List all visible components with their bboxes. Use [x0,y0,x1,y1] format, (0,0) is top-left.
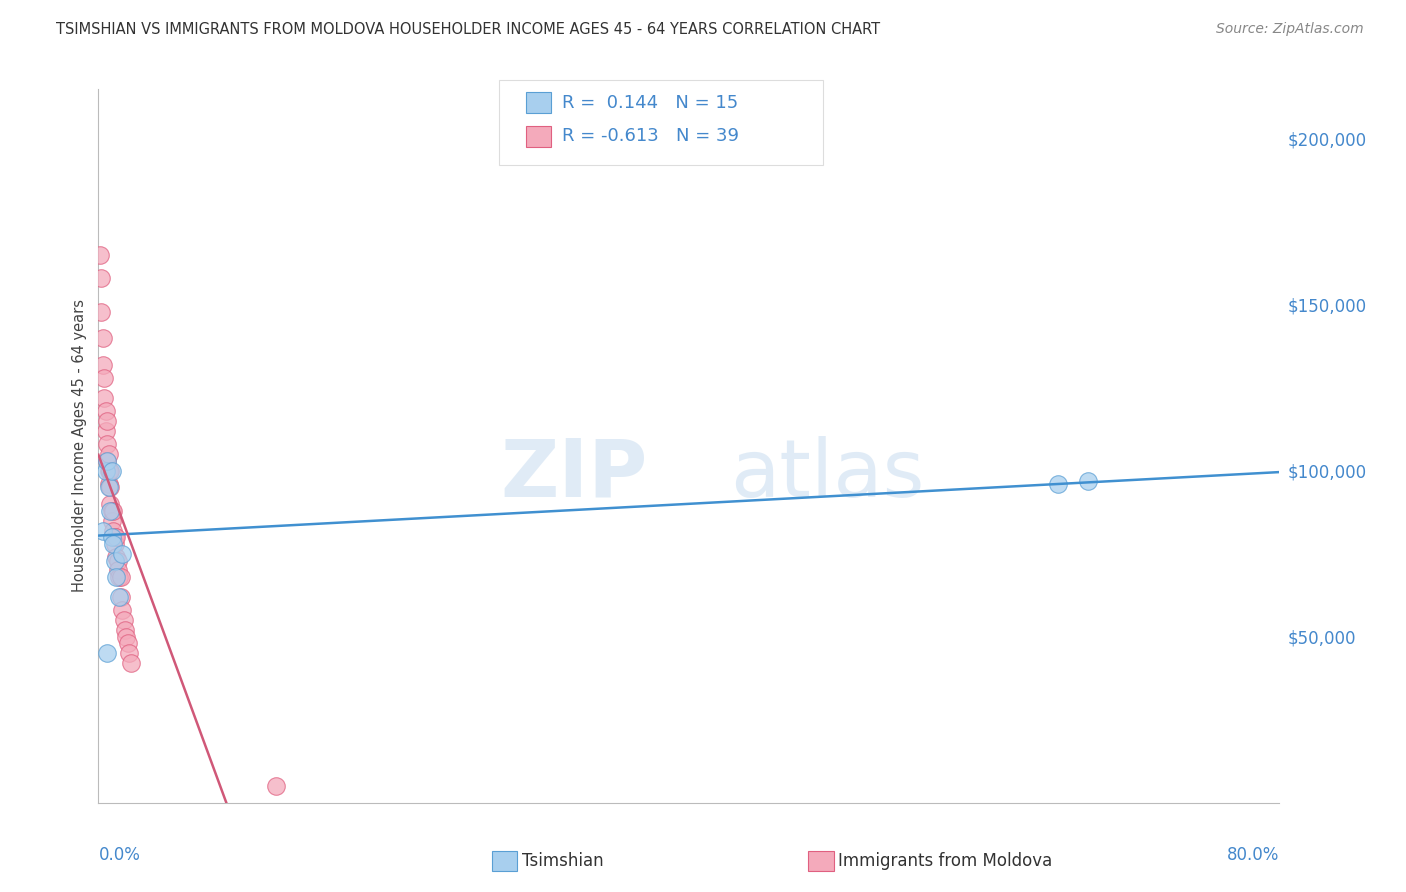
Text: R = -0.613   N = 39: R = -0.613 N = 39 [562,128,740,145]
Point [120,657,142,671]
Point [105,550,128,565]
Point [104,553,127,567]
Point [105,570,128,584]
Point [96,437,118,451]
Text: Immigrants from Moldova: Immigrants from Moldova [838,852,1052,870]
Point [1077,474,1099,488]
Point [97,481,120,495]
Point [96,454,118,468]
Point [111,547,134,561]
Point [98,481,121,495]
Point [91,358,114,372]
Point [100,504,122,518]
Point [100,514,122,528]
Point [110,570,132,584]
Text: TSIMSHIAN VS IMMIGRANTS FROM MOLDOVA HOUSEHOLDER INCOME AGES 45 - 64 YEARS CORRE: TSIMSHIAN VS IMMIGRANTS FROM MOLDOVA HOU… [56,22,880,37]
Point [96,454,118,468]
Text: atlas: atlas [730,435,925,514]
Point [115,630,138,644]
Point [94,404,117,418]
Point [94,424,117,438]
Point [90,271,112,285]
Point [105,530,128,544]
Point [90,304,112,318]
Point [103,524,125,538]
Point [107,553,129,567]
Text: 80.0%: 80.0% [1227,846,1279,863]
Point [264,779,287,793]
Point [103,504,125,518]
Point [104,530,127,544]
Point [93,371,115,385]
Point [100,464,122,478]
Point [107,564,129,578]
Point [98,464,121,478]
Text: 0.0%: 0.0% [98,846,141,863]
Point [108,590,131,604]
Point [96,414,118,428]
Point [114,624,136,638]
Y-axis label: Householder Income Ages 45 - 64 years: Householder Income Ages 45 - 64 years [72,300,87,592]
Point [89,248,111,262]
Point [100,530,122,544]
Point [108,570,131,584]
Point [110,590,132,604]
Point [97,447,120,461]
Point [91,331,114,345]
Point [111,603,134,617]
Point [91,524,114,538]
Point [98,497,121,511]
Point [96,647,118,661]
Text: Source: ZipAtlas.com: Source: ZipAtlas.com [1216,22,1364,37]
Point [97,477,120,491]
Point [97,464,120,478]
Text: ZIP: ZIP [501,435,648,514]
Point [94,464,117,478]
Point [118,647,141,661]
Text: R =  0.144   N = 15: R = 0.144 N = 15 [562,94,738,112]
Point [103,537,125,551]
Text: Tsimshian: Tsimshian [522,852,603,870]
Point [98,504,121,518]
Point [104,537,127,551]
Point [93,391,115,405]
Point [117,636,139,650]
Point [112,613,135,627]
Point [1046,477,1069,491]
